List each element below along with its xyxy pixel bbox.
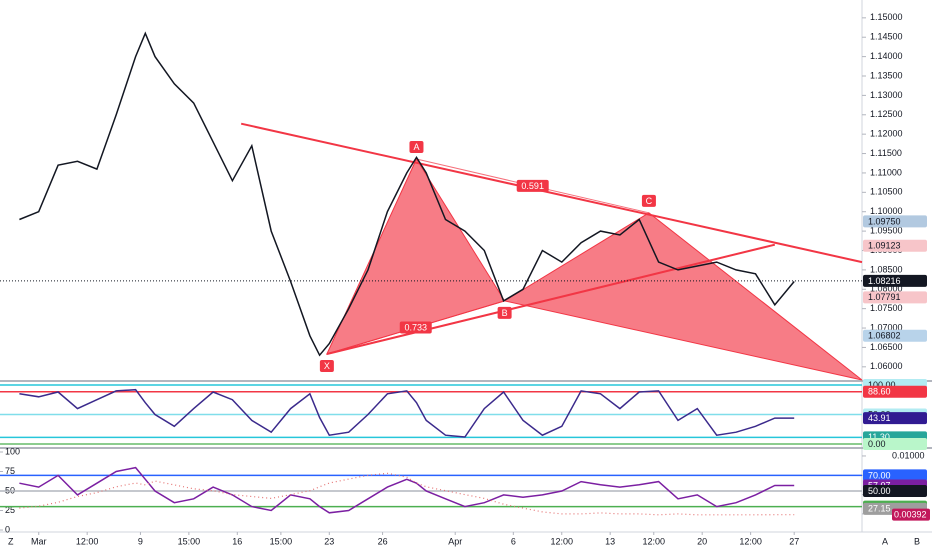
trend-line	[240, 122, 863, 264]
price-tag	[863, 385, 927, 398]
pattern-point-label: A	[413, 142, 419, 152]
x-tick-label: 15:00	[270, 536, 293, 546]
price-tag	[863, 412, 927, 425]
price-tag	[863, 469, 927, 482]
price-tag-label: 27.15	[868, 504, 891, 514]
ratio-box	[399, 321, 432, 334]
y-tick-label: 1.11500	[870, 148, 902, 158]
pattern-point-box	[641, 194, 656, 207]
bottom-bar-left[interactable]: Z	[8, 536, 14, 546]
price-tag	[863, 215, 927, 228]
x-tick-label: 20	[697, 536, 707, 546]
x-tick-label: 27	[789, 536, 799, 546]
price-line	[19, 31, 795, 357]
x-tick-label: 23	[324, 536, 334, 546]
x-tick-label: 6	[511, 536, 516, 546]
price-tag-label: 1.09750	[868, 216, 901, 226]
pattern-point-label: B	[502, 308, 508, 318]
ratio-label: 0.591	[521, 181, 544, 191]
price-tag-label: 70.00	[868, 470, 891, 480]
y-tick-label: 1.11000	[870, 167, 902, 177]
pattern-point-label: C	[646, 196, 653, 206]
x-tick-label: 12:00	[550, 536, 573, 546]
price-line	[19, 466, 795, 514]
price-tag	[863, 291, 927, 304]
price-tag-label: 50.00	[868, 486, 891, 496]
y-tick-label: 1.09500	[870, 225, 903, 235]
x-tick-label: 13	[605, 536, 615, 546]
x-tick-label: 9	[138, 536, 143, 546]
y-tick-label: 1.08000	[870, 284, 903, 294]
price-tag-label: 0.00	[868, 439, 886, 449]
x-tick-label: 12:00	[76, 536, 99, 546]
price-tag-label: 100.00	[868, 380, 896, 390]
y-tick-label: 1.12000	[870, 129, 903, 139]
y-tick-label: 25	[5, 505, 15, 515]
y-tick-label: 1.13000	[870, 90, 903, 100]
pattern-point-label: X	[324, 361, 330, 371]
price-tag-label: 1.09123	[868, 241, 901, 251]
y-tick-label: 1.06000	[870, 361, 903, 371]
y2-tick-label: 0.01000	[892, 450, 925, 460]
price-tag-label: 1.08216	[868, 276, 901, 286]
y-tick-label: 1.14500	[870, 32, 903, 42]
y-tick-label: 1.13500	[870, 70, 903, 80]
x-tick-label: Mar	[31, 536, 47, 546]
y-tick-label: 0	[5, 524, 10, 534]
y-tick-label: 1.10500	[870, 187, 903, 197]
price-tag	[863, 274, 927, 287]
price-tag	[863, 485, 927, 497]
x-tick-label: 16	[232, 536, 242, 546]
price-tag	[863, 438, 927, 451]
price-tag	[863, 329, 927, 342]
x-tick-label: Apr	[448, 536, 462, 546]
x-tick-label: 15:00	[178, 536, 201, 546]
trend-line	[326, 243, 776, 355]
x-tick-label: 12:00	[739, 536, 762, 546]
price-tag-label: 11.30	[868, 432, 890, 442]
price-tag-label: 1.07791	[868, 292, 901, 302]
y-tick-label: 1.14000	[870, 51, 903, 61]
price-tag-label: 43.91	[868, 413, 891, 423]
price-tag-label: 0.00392	[894, 510, 927, 520]
bottom-bar-button[interactable]: A	[882, 536, 888, 546]
ratio-box	[516, 179, 549, 192]
y-tick-label: 1.08500	[870, 264, 903, 274]
y-tick-label: 1.10000	[870, 206, 903, 216]
bottom-bar-button[interactable]: B	[914, 536, 920, 546]
y-tick-label: 1.15000	[870, 12, 903, 22]
y-tick-label: 100	[5, 446, 20, 456]
pattern-point-box	[409, 140, 424, 153]
y-tick-label: 1.06500	[870, 342, 903, 352]
y-tick-label: 1.07500	[870, 303, 903, 313]
x-tick-label: 12:00	[642, 536, 665, 546]
price-line	[19, 388, 795, 438]
pattern-point-box	[319, 360, 334, 373]
price-tag	[892, 508, 930, 521]
y-tick-label: 1.07000	[870, 322, 903, 332]
price-tag-label: 88.60	[868, 387, 891, 397]
y-tick-label: 75	[5, 466, 15, 476]
price-tag	[863, 239, 927, 252]
ratio-label: 0.733	[404, 322, 427, 332]
pattern-triangle	[503, 212, 863, 381]
x-tick-label: 26	[378, 536, 388, 546]
price-tag-label: 1.06802	[868, 331, 901, 341]
y-tick-label: 1.12500	[870, 109, 903, 119]
pattern-point-box	[497, 306, 512, 319]
